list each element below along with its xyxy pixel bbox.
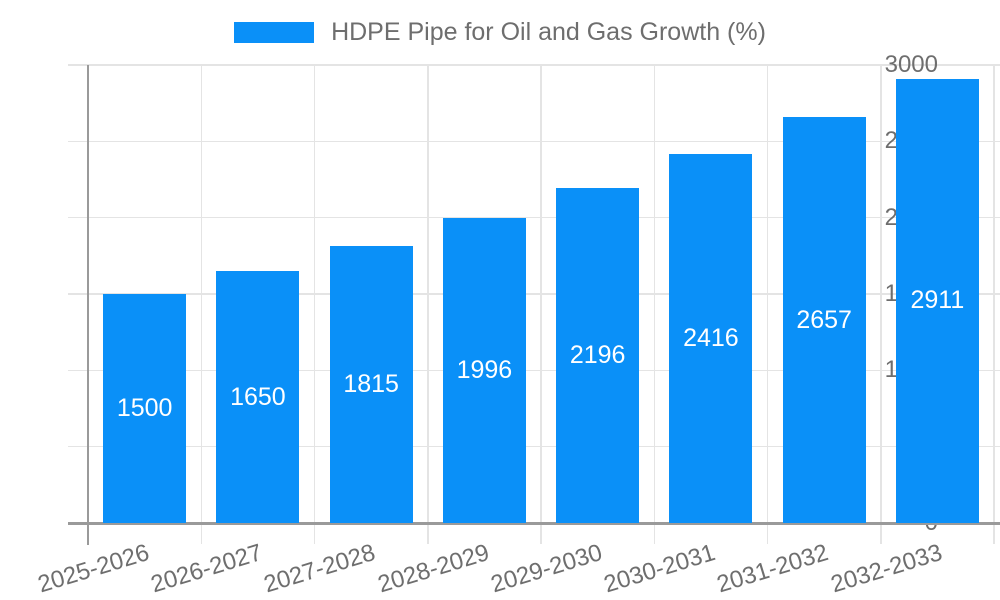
x-gridline [540, 65, 542, 544]
bar-value-label: 2911 [910, 286, 965, 315]
bar: 1500 [103, 294, 187, 523]
bar-value-label: 1500 [116, 394, 173, 422]
bar-value-label: 2196 [569, 340, 626, 369]
x-axis-line [68, 522, 1000, 525]
x-tick-label: 2029-2030 [487, 539, 606, 599]
x-tick-label: 2027-2028 [261, 539, 379, 599]
y-gridline [68, 216, 1000, 219]
chart-legend[interactable]: HDPE Pipe for Oil and Gas Growth (%) [0, 20, 1000, 45]
legend-label: HDPE Pipe for Oil and Gas Growth (%) [331, 18, 766, 46]
x-gridline [993, 65, 995, 544]
bar: 1996 [442, 218, 526, 523]
bar: 1815 [329, 245, 413, 523]
y-gridline [68, 369, 1000, 372]
y-gridline [68, 293, 1000, 295]
x-gridline [653, 65, 655, 544]
x-tick-label: 2031-2032 [714, 539, 832, 599]
y-gridline [68, 64, 1000, 66]
x-gridline [427, 65, 429, 544]
bar: 1650 [216, 271, 300, 523]
x-tick-label: 2025-2026 [34, 539, 153, 599]
y-gridline [68, 445, 1000, 448]
x-gridline [313, 65, 316, 544]
x-tick-label: 2030-2031 [600, 539, 719, 599]
x-gridline [200, 65, 202, 544]
bar: 2196 [556, 187, 640, 523]
x-tick-label: 2032-2033 [827, 539, 945, 599]
y-tick-label: 3000 [884, 51, 938, 78]
legend-swatch [234, 22, 315, 43]
y-axis-line [86, 65, 89, 545]
x-tick-label: 2026-2027 [147, 539, 266, 599]
bar-value-label: 2657 [796, 305, 852, 334]
bar: 2416 [669, 154, 753, 523]
y-gridline [68, 140, 1000, 143]
bar: 2911 [895, 78, 979, 523]
bar-value-label: 1815 [343, 369, 399, 398]
x-tick-label: 2028-2029 [374, 539, 492, 599]
bar: 2657 [782, 117, 866, 523]
bar-value-label: 1650 [230, 382, 286, 411]
x-gridline [766, 65, 769, 544]
bar-value-label: 1996 [456, 356, 513, 385]
bar-value-label: 2416 [683, 324, 739, 353]
x-gridline [880, 65, 882, 544]
